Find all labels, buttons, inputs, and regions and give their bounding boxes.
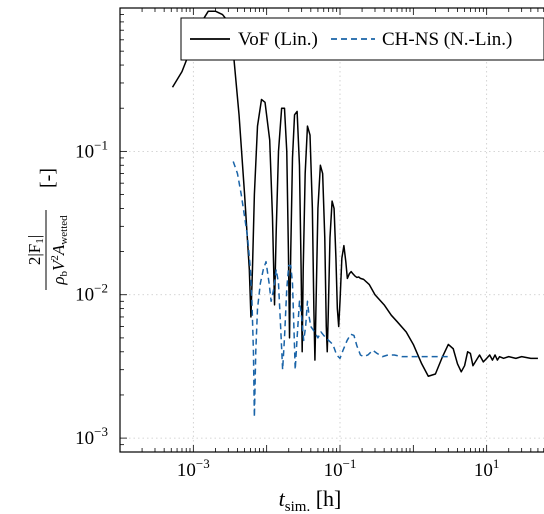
x-label-base: t xyxy=(279,486,286,511)
y-label-rho-sub: b xyxy=(58,270,70,276)
x-label-unit: [h] xyxy=(316,486,342,511)
series-line-1 xyxy=(232,161,449,418)
svg-text:tsim. [h]: tsim. [h] xyxy=(279,486,342,514)
y-label-v-sup: 2 xyxy=(49,255,61,261)
svg-text:2|F1|: 2|F1| xyxy=(25,235,46,265)
x-tick-label-0: 10−3 xyxy=(177,456,210,481)
svg-text:ρbV2Awetted: ρbV2Awetted xyxy=(49,215,70,286)
y-label-numerator-sub: 1 xyxy=(34,238,46,244)
legend: VoF (Lin.) CH-NS (N.-Lin.) xyxy=(180,17,544,61)
y-axis-label: 2|F1| ρbV2Awetted [-] xyxy=(25,168,70,290)
series-group xyxy=(171,10,538,418)
y-tick-label-1: 10−2 xyxy=(75,281,108,306)
tick-labels: 10−3 10−1 101 10−1 10−2 10−3 xyxy=(75,137,499,481)
plot-frame xyxy=(119,7,544,453)
y-label-numerator-end: | xyxy=(25,235,44,238)
legend-label-chns: CH-NS (N.-Lin.) xyxy=(382,29,512,50)
y-tick-label-2: 10−3 xyxy=(75,424,108,449)
x-tick-label-1: 10−1 xyxy=(324,456,357,481)
y-label-unit: [-] xyxy=(37,168,59,188)
y-label-v: V xyxy=(49,258,68,271)
y-tick-label-0: 10−1 xyxy=(75,137,108,162)
y-label-a-sub: wetted xyxy=(58,215,70,245)
y-label-a: A xyxy=(49,244,68,256)
tick-marks xyxy=(119,7,544,453)
legend-label-vof: VoF (Lin.) xyxy=(238,29,318,50)
x-label-sub: sim. xyxy=(285,499,310,514)
x-axis-label: tsim. [h] xyxy=(279,486,342,514)
grid-lines xyxy=(120,8,544,452)
series-line-0 xyxy=(171,10,538,378)
x-tick-label-2: 101 xyxy=(474,456,500,481)
y-label-rho: ρ xyxy=(49,276,68,285)
y-label-numerator: 2|F xyxy=(25,244,44,265)
